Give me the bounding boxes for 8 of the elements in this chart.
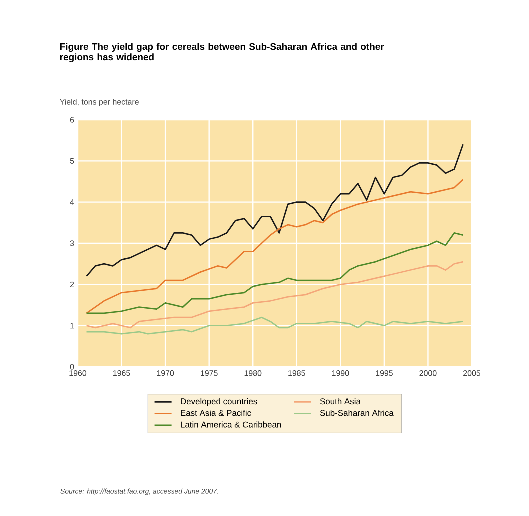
legend-label: Latin America & Caribbean [181, 422, 282, 428]
legend-label: South Asia [320, 398, 361, 405]
legend-label: Developed countries [181, 398, 258, 406]
legend-label: Sub-Saharan Africa [320, 410, 394, 416]
chart-title: Figure The yield gap for cereals between Sub-Saharan Africa and other regions has widened [60, 43, 384, 62]
line-series [86, 316, 464, 335]
legend-label: East Asia & Pacific [181, 410, 252, 416]
line-series [86, 144, 464, 278]
